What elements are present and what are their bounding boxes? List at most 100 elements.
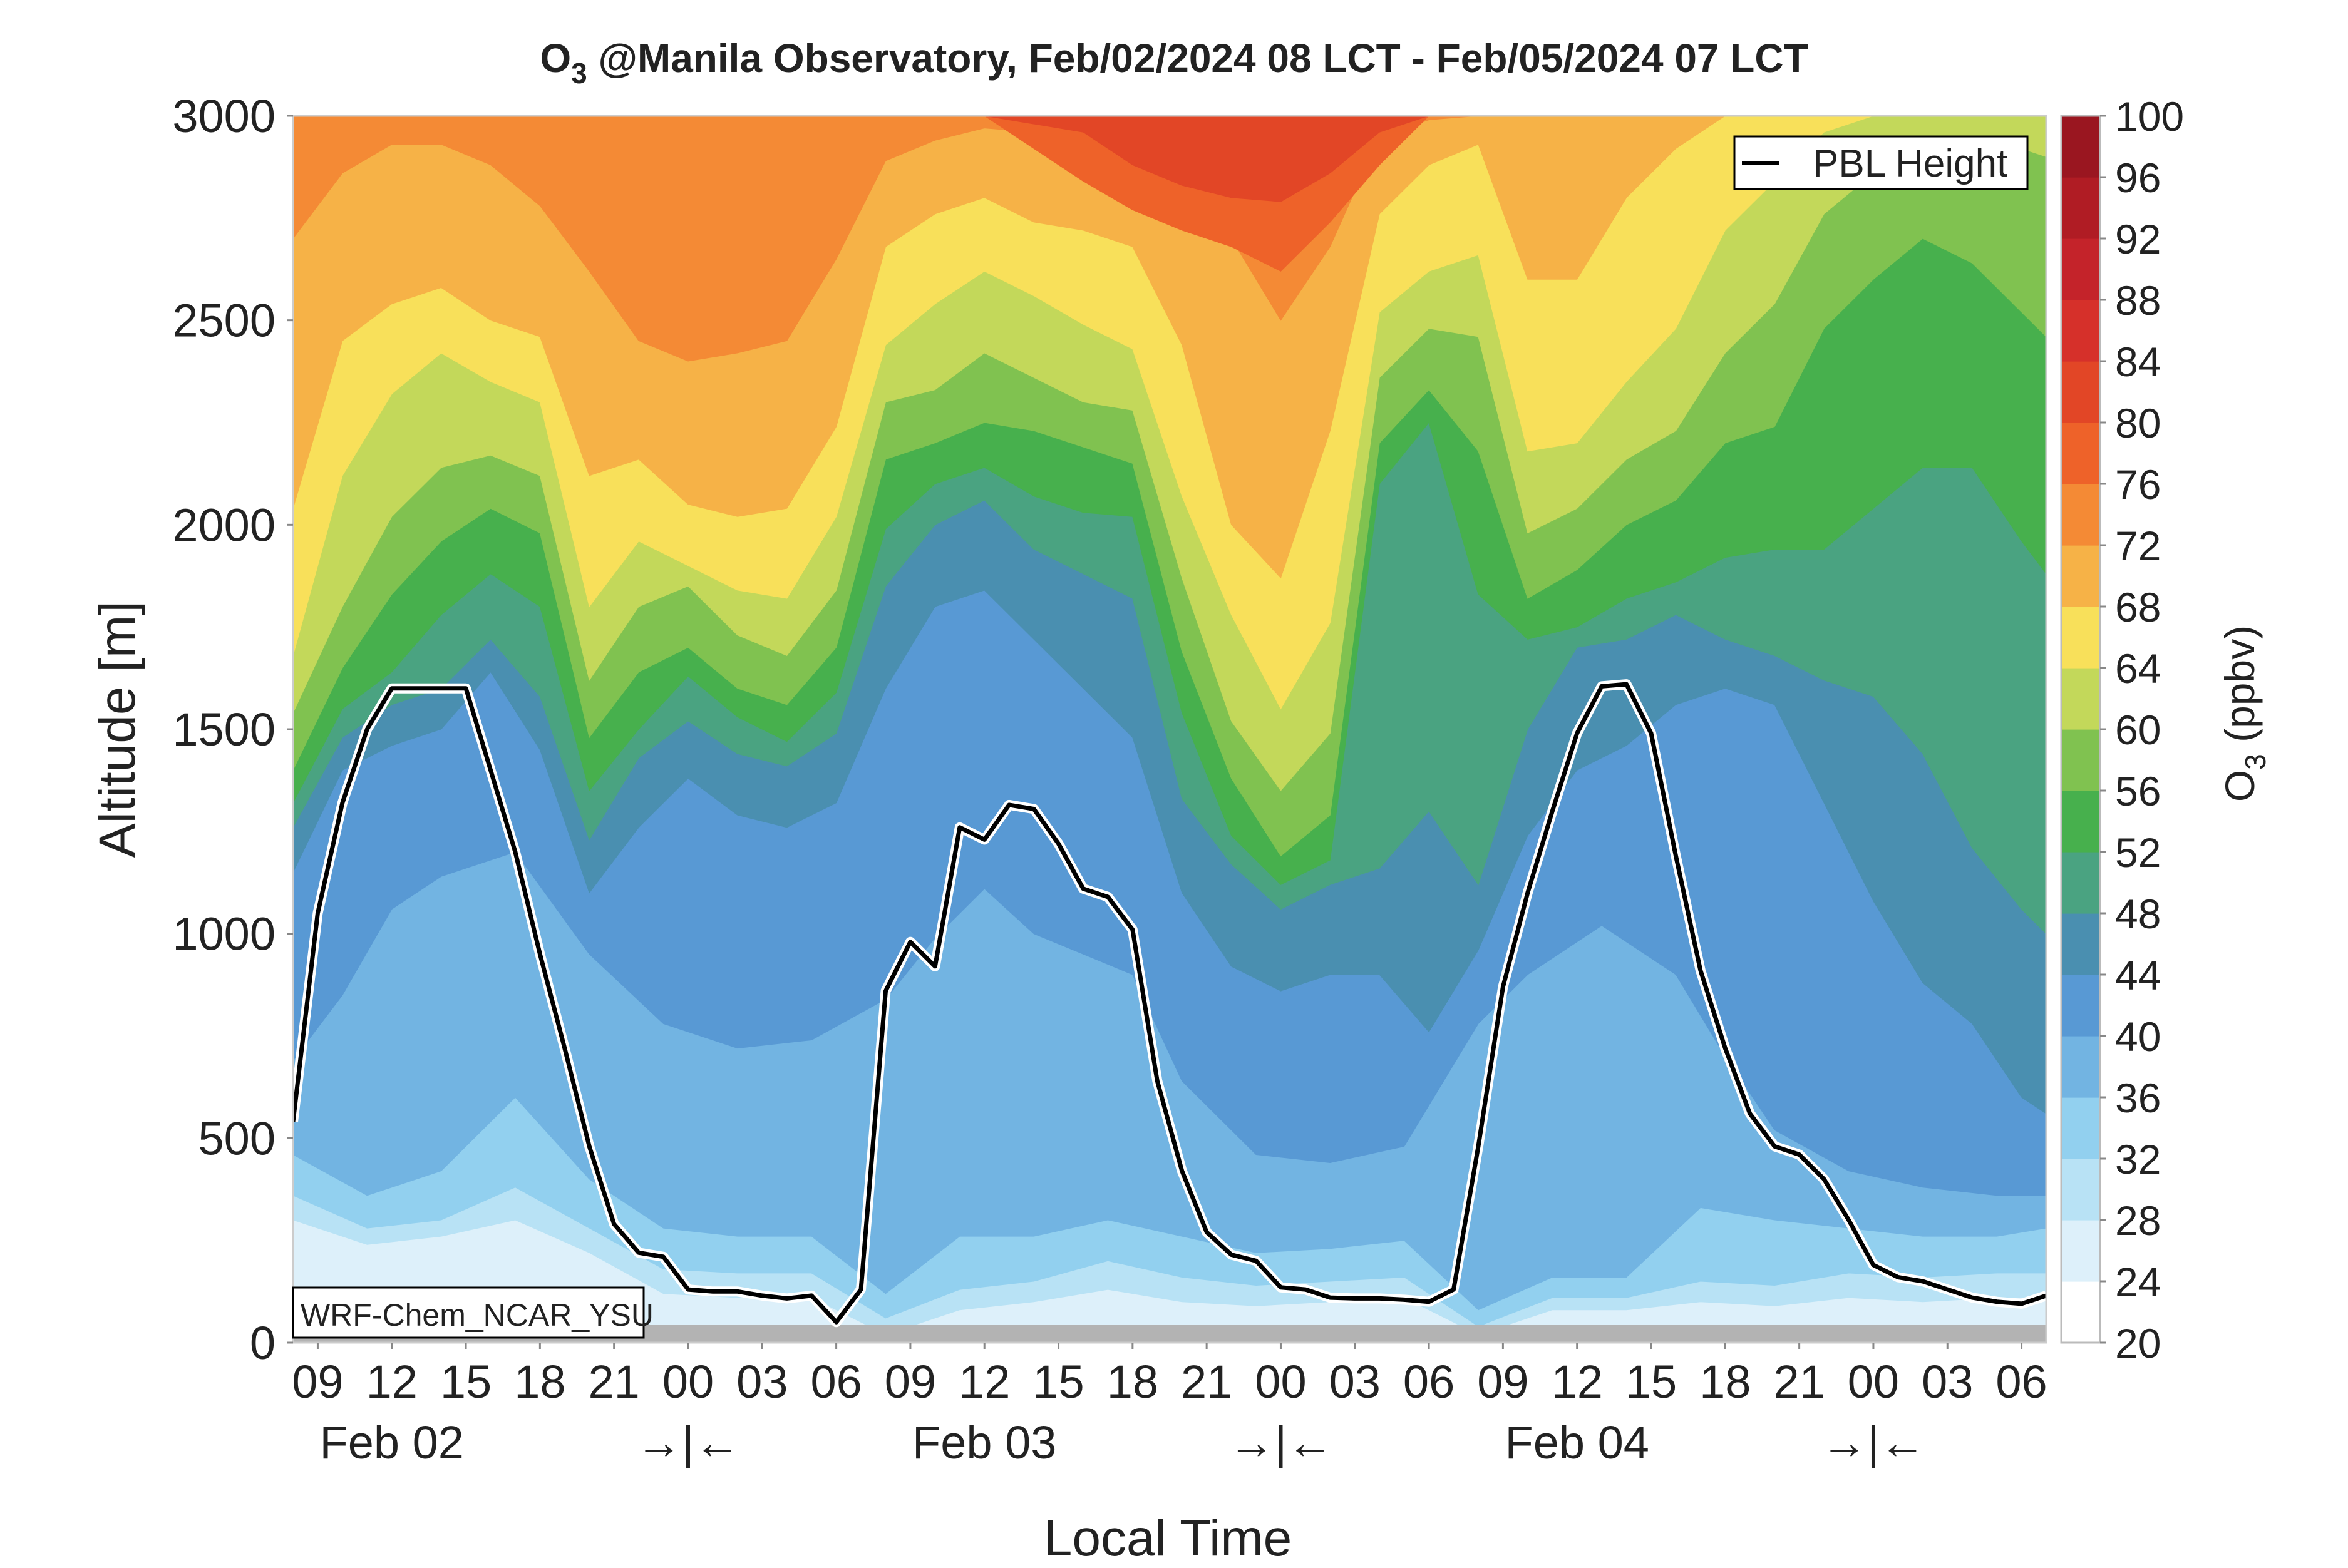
- y-tick-label: 0: [250, 1317, 275, 1369]
- colorbar-segment: [2061, 300, 2100, 362]
- x-tick-label: 00: [662, 1356, 714, 1408]
- y-tick-label: 1500: [172, 704, 275, 756]
- day-label: Feb 04: [1505, 1417, 1649, 1468]
- colorbar-segment: [2061, 484, 2100, 546]
- colorbar-label: O3 (ppbv): [2217, 625, 2272, 802]
- model-annotation-text: WRF-Chem_NCAR_YSU: [301, 1298, 654, 1333]
- x-tick-label: 06: [1403, 1356, 1455, 1408]
- x-tick-label: 18: [1107, 1356, 1158, 1408]
- colorbar-label-unit: (ppbv): [2217, 625, 2263, 754]
- colorbar-segment: [2061, 423, 2100, 484]
- x-axis-label: Local Time: [1044, 1510, 1292, 1565]
- colorbar-tick-label: 20: [2115, 1320, 2161, 1366]
- x-axis-day-labels: Feb 02 Feb 03 Feb 04 →|← →|← →|←: [320, 1417, 1926, 1468]
- x-tick-label: 06: [810, 1356, 862, 1408]
- colorbar-segment: [2061, 1036, 2100, 1098]
- title-species: O: [540, 36, 571, 81]
- colorbar-segment: [2061, 791, 2100, 853]
- y-tick-label: 500: [198, 1112, 275, 1164]
- colorbar: [2060, 115, 2101, 1344]
- y-tick-label: 3000: [172, 90, 275, 142]
- x-tick-label: 03: [1922, 1356, 1973, 1408]
- colorbar-tick-label: 44: [2115, 952, 2161, 998]
- colorbar-segment: [2061, 913, 2100, 975]
- x-tick-label: 21: [589, 1356, 640, 1408]
- colorbar-segment: [2061, 607, 2100, 669]
- colorbar-tick-label: 68: [2115, 584, 2161, 630]
- x-tick-label: 12: [959, 1356, 1010, 1408]
- colorbar-segment: [2061, 729, 2100, 791]
- colorbar-tick-label: 48: [2115, 891, 2161, 937]
- model-annotation-box: [292, 1286, 645, 1339]
- colorbar-segment: [2061, 361, 2100, 423]
- colorbar-segment: [2061, 1220, 2100, 1282]
- y-axis: 0 500 1000 1500 2000 2500 3000: [172, 90, 293, 1369]
- x-tick-label: 09: [885, 1356, 936, 1408]
- colorbar-tick-label: 96: [2115, 155, 2161, 201]
- colorbar-tick-label: 56: [2115, 768, 2161, 814]
- pbl-height-layer: [293, 679, 2046, 1328]
- colorbar-tick-label: 72: [2115, 523, 2161, 569]
- day-separator: →|←: [636, 1417, 740, 1468]
- legend-label-pbl: PBL Height: [1813, 142, 2007, 185]
- colorbar-tick-label: 24: [2115, 1259, 2161, 1305]
- colorbar-tick-label: 28: [2115, 1197, 2161, 1244]
- title-text: @Manila Observatory, Feb/02/2024 08 LCT …: [587, 36, 1808, 81]
- ozone-contour-fill: [293, 116, 2046, 1343]
- day-separator: →|←: [1228, 1417, 1333, 1468]
- y-tick-label: 2500: [172, 295, 275, 347]
- colorbar-segment: [2061, 975, 2100, 1037]
- y-tick-label: 1000: [172, 908, 275, 960]
- x-tick-label: 15: [1032, 1356, 1084, 1408]
- colorbar-tick-label: 32: [2115, 1136, 2161, 1182]
- colorbar-tick-label: 76: [2115, 461, 2161, 508]
- x-tick-label: 18: [1699, 1356, 1751, 1408]
- x-axis: 09 12 15 18 21 00 03 06 09 12 15 18 21 00 03 06 09 12 15 18…: [292, 1343, 2047, 1408]
- day-label: Feb 03: [912, 1417, 1056, 1468]
- colorbar-label-species: O: [2217, 770, 2263, 802]
- legend-box: [1733, 135, 2029, 190]
- colorbar-segment: [2061, 116, 2100, 178]
- pbl-height-line: [293, 682, 2046, 1325]
- title-species-subscript: 3: [571, 57, 587, 90]
- model-annotation: WRF-Chem_NCAR_YSU: [292, 1286, 654, 1339]
- x-tick-label: 06: [1995, 1356, 2047, 1408]
- colorbar-segment: [2061, 1159, 2100, 1221]
- x-tick-label: 12: [1552, 1356, 1603, 1408]
- x-tick-label: 09: [292, 1356, 343, 1408]
- colorbar-tick-label: 40: [2115, 1013, 2161, 1060]
- x-tick-label: 03: [736, 1356, 788, 1408]
- colorbar-segment: [2061, 545, 2100, 607]
- colorbar-segment: [2061, 1281, 2100, 1343]
- colorbar-segment: [2061, 668, 2100, 730]
- colorbar-tick-label: 64: [2115, 645, 2161, 692]
- x-tick-label: 00: [1848, 1356, 1899, 1408]
- contour-band-80: [293, 116, 2046, 202]
- colorbar-tick-label: 80: [2115, 400, 2161, 446]
- colorbar-segment: [2061, 238, 2100, 300]
- x-tick-label: 03: [1329, 1356, 1381, 1408]
- day-separator: →|←: [1821, 1417, 1925, 1468]
- legend: PBL Height: [1733, 135, 2029, 190]
- colorbar-tick-label: 84: [2115, 339, 2161, 385]
- chart-title: O3 @Manila Observatory, Feb/02/2024 08 L…: [540, 36, 1808, 90]
- colorbar-tick-label: 52: [2115, 829, 2161, 876]
- x-tick-label: 15: [440, 1356, 492, 1408]
- colorbar-tick-label: 100: [2115, 93, 2184, 140]
- colorbar-segment: [2061, 177, 2100, 239]
- colorbar-tick-label: 60: [2115, 707, 2161, 753]
- colorbar-tick-label: 88: [2115, 277, 2161, 324]
- x-tick-label: 21: [1773, 1356, 1825, 1408]
- colorbar-label-subscript: 3: [2239, 754, 2272, 770]
- x-tick-label: 00: [1255, 1356, 1306, 1408]
- colorbar-segment: [2061, 852, 2100, 914]
- contour-band-76: [293, 116, 2046, 272]
- colorbar-segment: [2061, 1097, 2100, 1159]
- colorbar-tick-label: 92: [2115, 216, 2161, 262]
- x-tick-label: 21: [1181, 1356, 1232, 1408]
- x-tick-label: 15: [1625, 1356, 1677, 1408]
- x-tick-label: 12: [366, 1356, 418, 1408]
- colorbar-tick-label: 36: [2115, 1075, 2161, 1121]
- colorbar-ticks: 20 24 28 32 36 40 44 48 52 56 60 64 68 72 76 80 84 88 92 96…: [2100, 93, 2184, 1366]
